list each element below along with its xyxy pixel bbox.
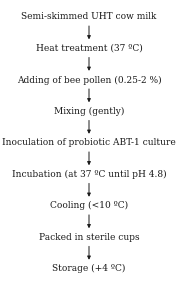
Text: Incubation (at 37 ºC until pH 4.8): Incubation (at 37 ºC until pH 4.8) [12,170,166,179]
Text: Semi-skimmed UHT cow milk: Semi-skimmed UHT cow milk [21,12,157,22]
Text: Storage (+4 ºC): Storage (+4 ºC) [52,264,126,273]
Text: Inoculation of probiotic ABT-1 culture: Inoculation of probiotic ABT-1 culture [2,138,176,147]
Text: Adding of bee pollen (0.25-2 %): Adding of bee pollen (0.25-2 %) [17,75,161,85]
Text: Heat treatment (37 ºC): Heat treatment (37 ºC) [36,44,142,53]
Text: Mixing (gently): Mixing (gently) [54,107,124,116]
Text: Cooling (<10 ºC): Cooling (<10 ºC) [50,201,128,211]
Text: Packed in sterile cups: Packed in sterile cups [39,233,139,242]
